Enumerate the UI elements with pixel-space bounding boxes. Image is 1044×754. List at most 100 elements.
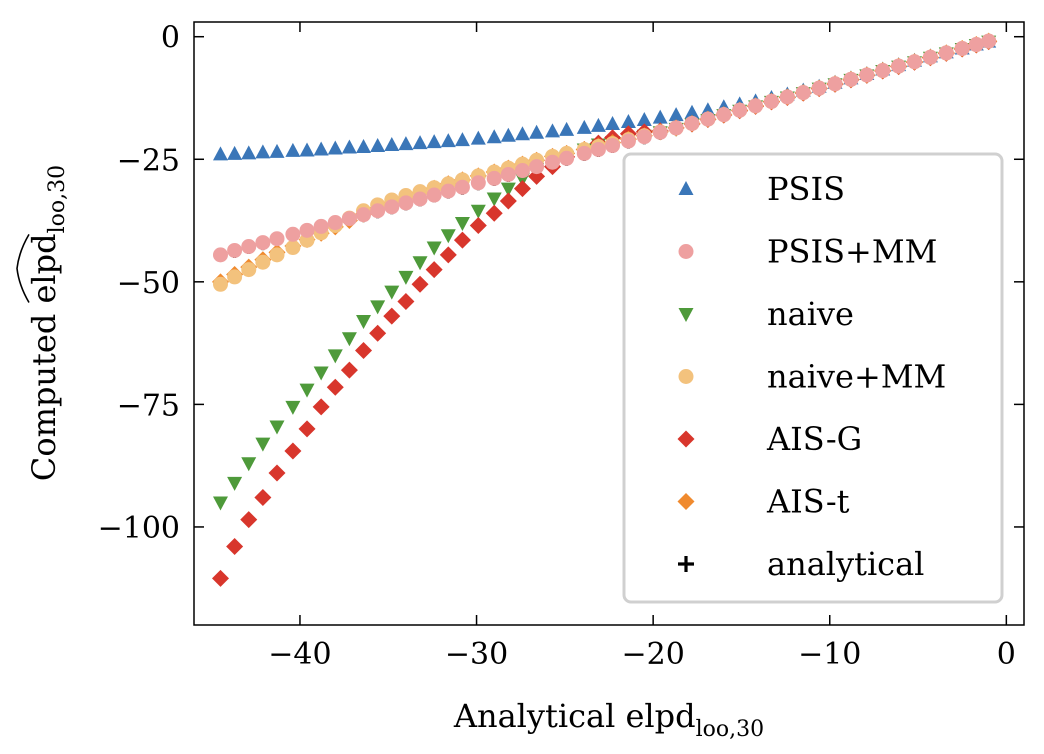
x-axis-label: Analytical elpdloo,30	[453, 697, 764, 742]
legend-item: naive+MM	[678, 358, 946, 396]
data-point	[326, 378, 344, 396]
data-point	[470, 175, 486, 191]
data-point	[299, 142, 315, 157]
legend-label: analytical	[767, 545, 924, 583]
data-point	[636, 129, 652, 145]
data-point	[590, 117, 606, 132]
data-point	[341, 139, 357, 154]
data-point	[811, 80, 827, 96]
data-point	[454, 217, 470, 231]
data-point	[559, 121, 575, 136]
data-point	[340, 361, 358, 379]
data-point	[500, 166, 516, 182]
data-point	[529, 124, 545, 139]
data-point	[255, 254, 271, 270]
legend-label: AIS-G	[766, 420, 862, 458]
data-point	[356, 139, 372, 154]
data-point	[440, 133, 456, 148]
data-point	[514, 126, 530, 141]
data-point	[469, 216, 487, 234]
y-axis-label-subscript: loo,30	[45, 165, 70, 234]
y-tick-label: −50	[117, 266, 180, 301]
data-point	[620, 114, 636, 129]
data-point	[269, 247, 285, 263]
series-psis-mm	[212, 33, 997, 263]
y-tick-label: 0	[161, 21, 180, 56]
data-point	[668, 107, 684, 122]
data-point	[398, 195, 414, 211]
data-point	[285, 226, 301, 242]
x-tick-label: −30	[445, 637, 508, 672]
data-point	[485, 204, 503, 222]
data-point	[620, 133, 636, 149]
data-point	[384, 199, 400, 215]
data-point	[795, 85, 811, 101]
data-point	[341, 211, 357, 227]
data-point	[384, 285, 400, 300]
data-point	[938, 45, 954, 61]
data-point	[605, 115, 621, 130]
data-point	[312, 398, 330, 416]
data-point	[500, 127, 516, 142]
data-point	[299, 222, 315, 238]
x-tick-label: −40	[268, 637, 331, 672]
legend-label: PSIS	[767, 170, 845, 208]
data-point	[212, 496, 228, 511]
data-point	[426, 134, 442, 149]
data-point	[269, 231, 285, 247]
y-axis-label-hat	[16, 233, 30, 303]
data-point	[426, 241, 442, 256]
data-point	[369, 324, 387, 342]
data-point	[700, 111, 716, 127]
data-point	[454, 132, 470, 147]
legend-item: naive	[678, 295, 854, 333]
svg-text:Computed elpdloo,30: Computed elpdloo,30	[25, 165, 70, 481]
data-point	[384, 137, 400, 152]
data-point	[341, 332, 357, 347]
data-point	[212, 247, 228, 263]
data-point	[454, 179, 470, 195]
data-point	[954, 40, 970, 56]
data-point	[891, 58, 907, 74]
data-point	[240, 511, 258, 529]
legend-frame	[622, 152, 1004, 604]
data-point	[529, 159, 545, 175]
data-point	[241, 239, 257, 255]
data-point	[779, 89, 795, 105]
legend-label: naive	[767, 295, 854, 333]
data-point	[486, 192, 502, 207]
data-point	[426, 187, 442, 203]
legend-label: naive+MM	[767, 358, 946, 396]
data-point	[255, 437, 271, 452]
data-point	[212, 146, 228, 161]
data-point	[241, 145, 257, 160]
legend-marker	[678, 181, 694, 195]
data-point	[255, 144, 271, 159]
data-point	[241, 262, 257, 278]
x-axis-label-main: Analytical elpd	[453, 697, 696, 735]
data-point	[212, 276, 228, 292]
data-point	[981, 33, 997, 49]
data-point	[313, 366, 329, 381]
data-point	[284, 442, 302, 460]
x-axis-label-subscript: loo,30	[696, 717, 765, 742]
data-point	[668, 120, 684, 136]
data-point	[412, 256, 428, 271]
data-point	[412, 135, 428, 150]
legend-marker	[678, 244, 694, 259]
data-point	[440, 229, 456, 244]
legend-item: PSIS+MM	[678, 233, 937, 271]
data-point	[636, 112, 652, 127]
data-point	[327, 215, 343, 231]
axis-ticks: −40 −30 −20 −10 00−25−50−75−100	[98, 21, 1024, 672]
data-point	[732, 102, 748, 118]
data-point	[285, 240, 301, 256]
legend-marker	[678, 369, 694, 384]
data-point	[268, 464, 286, 482]
data-point	[486, 129, 502, 144]
data-point	[843, 71, 859, 87]
data-point	[875, 63, 891, 79]
data-point	[412, 191, 428, 207]
plot-marks	[211, 32, 998, 587]
plot-frame	[193, 21, 1025, 626]
